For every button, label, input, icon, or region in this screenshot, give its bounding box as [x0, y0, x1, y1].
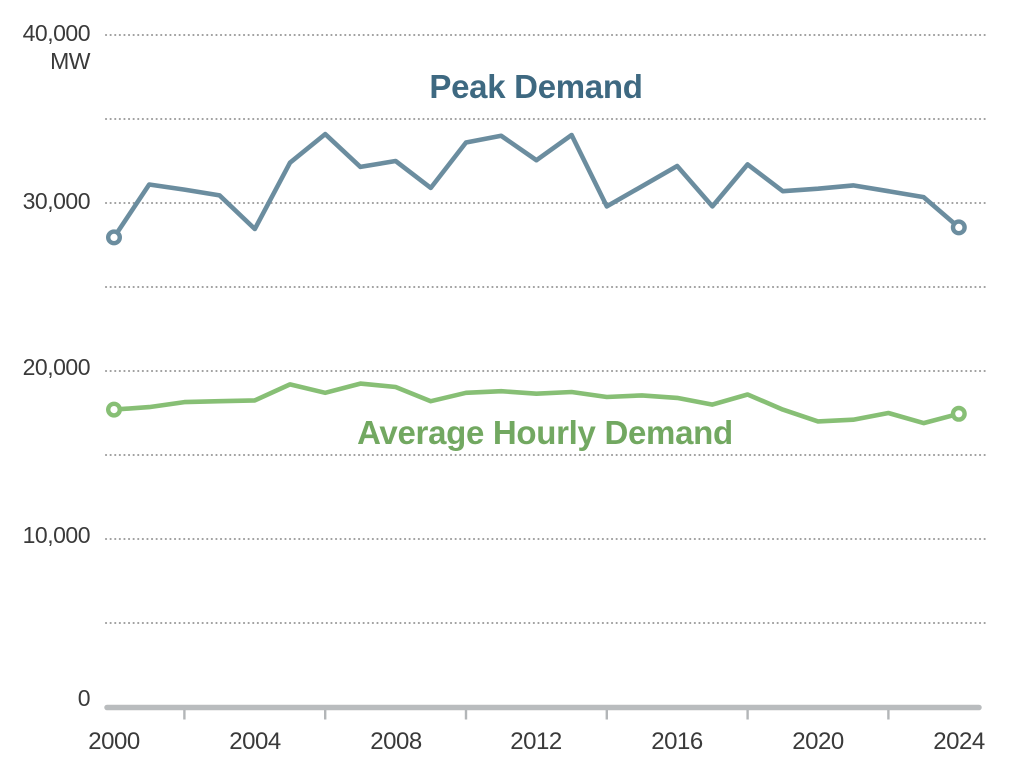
x-axis-label-2012: 2012: [510, 728, 562, 755]
y-axis-label-40000: 40,000: [22, 20, 91, 46]
y-axis-unit-label: MW: [50, 48, 90, 74]
x-axis-label-2020: 2020: [792, 728, 844, 755]
series-label-peak-demand: Peak Demand: [429, 68, 643, 105]
y-axis-label-20000: 20,000: [22, 354, 91, 380]
peak-demand-endpoint-marker-2000: [105, 229, 122, 246]
average-hourly-demand-endpoint-marker-2000: [105, 401, 122, 418]
y-axis-label-30000: 30,000: [22, 188, 91, 214]
average-hourly-demand-endpoint-marker-2024: [950, 405, 967, 422]
y-axis-label-0: 0: [77, 685, 91, 711]
peak-demand-endpoint-marker-2024: [950, 219, 967, 236]
x-axis-label-2004: 2004: [229, 728, 281, 755]
peak-demand-line: [111, 131, 962, 240]
x-axis-label-2016: 2016: [651, 728, 703, 755]
average-hourly-demand-line: [111, 381, 962, 426]
series-label-average-hourly-demand: Average Hourly Demand: [357, 414, 733, 451]
y-axis-label-10000: 10,000: [22, 522, 91, 548]
x-axis-label-2024: 2024: [933, 728, 985, 755]
x-axis-label-2008: 2008: [370, 728, 422, 755]
x-axis-label-2000: 2000: [88, 728, 140, 755]
